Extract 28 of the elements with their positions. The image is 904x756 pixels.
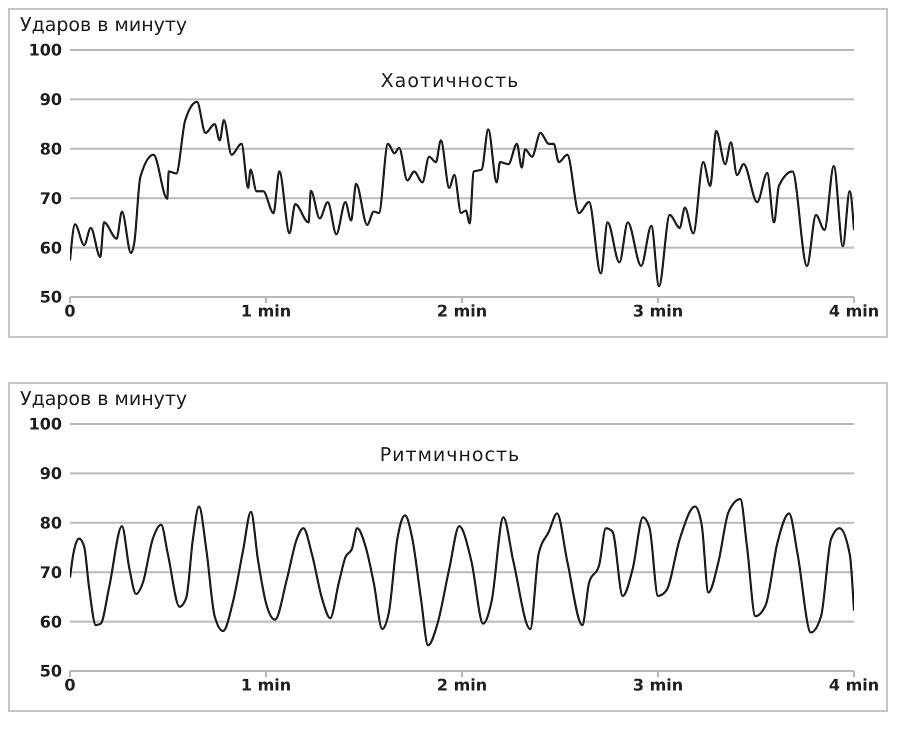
x-tick-label: 0: [64, 675, 76, 694]
x-tick-label: 1 min: [240, 301, 292, 320]
y-tick-label: 70: [40, 188, 62, 208]
y-tick-label: 60: [40, 238, 62, 258]
x-tick-label: 3 min: [632, 301, 684, 320]
x-tick-label: 1 min: [240, 675, 292, 694]
line-series: [70, 498, 854, 646]
y-tick-label: 60: [40, 612, 62, 632]
y-tick-label: 90: [40, 464, 62, 484]
x-tick-label: 2 min: [436, 301, 488, 320]
line-series: [70, 100, 854, 288]
x-tick-label: 3 min: [632, 675, 684, 694]
y-tick-label: 50: [40, 288, 62, 307]
y-tick-label: 50: [40, 662, 62, 681]
text: Ритмичность: [378, 444, 522, 466]
y-tick-label: 100: [28, 414, 62, 434]
y-tick-label: 70: [40, 562, 62, 582]
text: Хаотичность: [380, 70, 520, 92]
x-tick-label: 4 min: [828, 301, 880, 320]
x-tick-label: 0: [64, 301, 76, 320]
y-axis-title: Ударов в минуту: [20, 14, 188, 36]
y-tick-label: 80: [40, 513, 62, 532]
x-tick-label: 2 min: [436, 675, 488, 694]
y-tick-label: 100: [28, 40, 62, 60]
x-tick-label: 4 min: [828, 675, 880, 694]
y-axis-title: Ударов в минуту: [20, 388, 188, 410]
y-tick-label: 80: [40, 139, 62, 158]
y-tick-label: 90: [40, 90, 62, 110]
